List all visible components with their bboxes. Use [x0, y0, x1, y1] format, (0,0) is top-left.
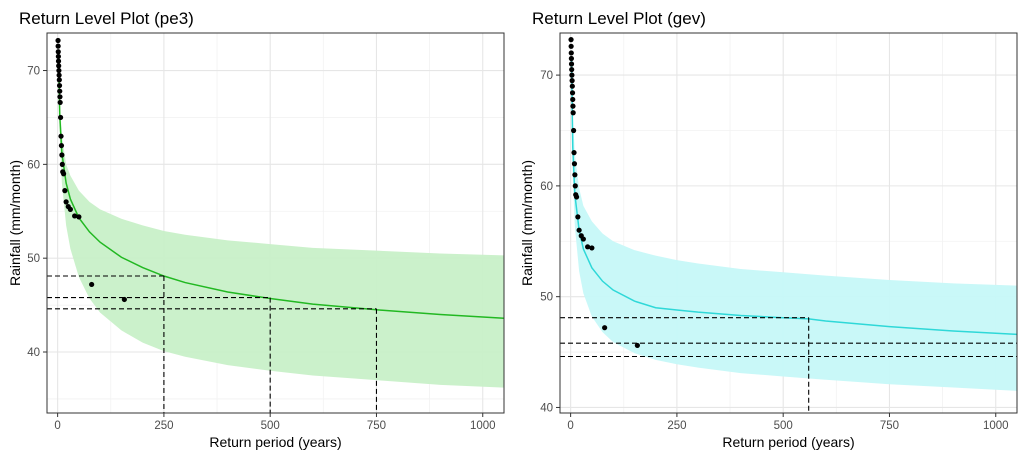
- observed-point: [569, 90, 576, 96]
- observed-point: [59, 152, 65, 158]
- panel-border: [559, 32, 1018, 414]
- observed-point: [56, 67, 62, 74]
- y-tick-label: 40: [27, 347, 40, 359]
- observed-point: [634, 342, 640, 349]
- chart-title: Return Level Plot (gev): [532, 9, 706, 28]
- observed-point: [89, 281, 95, 288]
- x-tick-label: 750: [367, 420, 386, 432]
- x-tick-label: 1000: [470, 420, 496, 432]
- observed-point: [569, 78, 575, 84]
- plot-area: [560, 37, 1017, 413]
- observed-point: [575, 214, 581, 220]
- observed-point: [58, 133, 64, 139]
- observed-point: [55, 37, 61, 44]
- observed-point: [602, 325, 608, 331]
- y-axis-label: Rainfall (mm/month): [519, 160, 535, 286]
- observed-point: [572, 183, 578, 189]
- observed-point: [63, 199, 69, 205]
- x-tick-label: 500: [261, 420, 280, 432]
- chart-title: Return Level Plot (pe3): [19, 9, 194, 28]
- observed-point: [568, 61, 575, 67]
- observed-point: [570, 96, 576, 103]
- observed-point: [572, 172, 578, 178]
- x-tick-label: 250: [667, 420, 686, 432]
- plot-area: [47, 37, 504, 413]
- x-axis-label: Return period (years): [722, 434, 854, 450]
- y-tick-label: 70: [27, 66, 40, 78]
- x-axis-label: Return period (years): [209, 434, 341, 450]
- observed-point: [57, 99, 63, 106]
- observed-point: [571, 127, 577, 134]
- observed-point: [585, 244, 591, 250]
- observed-point: [56, 72, 62, 78]
- observed-point: [55, 43, 61, 49]
- observed-point: [589, 245, 595, 251]
- observed-point: [60, 171, 67, 177]
- observed-point: [568, 37, 574, 43]
- observed-point: [121, 296, 127, 303]
- observed-point: [58, 114, 64, 121]
- chart-gev: Return Level Plot (gev) 0 250 500 750 1000 40 5…: [519, 9, 1018, 450]
- observed-point: [59, 161, 65, 167]
- observed-point: [570, 103, 576, 109]
- x-tick-label: 0: [54, 420, 60, 432]
- observed-point: [72, 213, 78, 219]
- observed-point: [571, 161, 578, 167]
- confidence-band: [58, 42, 504, 388]
- y-axis-label: Rainfall (mm/month): [7, 160, 23, 286]
- x-tick-label: 500: [774, 420, 793, 432]
- observed-point: [576, 227, 582, 233]
- observed-point: [569, 66, 575, 73]
- observed-point: [57, 94, 63, 100]
- y-tick-label: 70: [540, 70, 553, 82]
- confidence-band: [571, 47, 1017, 391]
- x-tick-label: 0: [567, 420, 573, 432]
- observed-point: [57, 88, 63, 94]
- x-tick-label: 250: [154, 420, 173, 432]
- observed-point: [56, 63, 62, 69]
- chart-pe3: Return Level Plot (pe3) 0 250 500 750 1000 40 5…: [7, 9, 505, 450]
- observed-point: [62, 188, 68, 194]
- observed-point: [55, 53, 61, 60]
- y-tick-label: 60: [27, 159, 40, 171]
- panel-border: [46, 32, 505, 414]
- observed-point: [58, 142, 65, 149]
- observed-point: [76, 214, 82, 220]
- observed-point: [571, 150, 577, 156]
- observed-point: [570, 110, 576, 116]
- observed-point: [568, 50, 574, 56]
- observed-point: [568, 55, 574, 62]
- observed-point: [55, 49, 61, 55]
- x-tick-label: 1000: [983, 420, 1009, 432]
- x-tick-label: 750: [880, 420, 899, 432]
- observed-point: [569, 83, 575, 89]
- observed-point: [580, 236, 586, 242]
- y-tick-label: 50: [540, 292, 553, 304]
- y-tick-label: 50: [27, 253, 40, 265]
- observed-point: [568, 43, 574, 49]
- observed-point: [569, 72, 575, 78]
- y-tick-label: 60: [540, 181, 553, 193]
- return-level-curve: [57, 51, 504, 319]
- observed-point: [56, 77, 62, 83]
- observed-point: [56, 82, 63, 89]
- observed-point: [55, 58, 62, 64]
- observed-point: [67, 206, 73, 212]
- y-tick-label: 40: [540, 402, 553, 414]
- observed-point: [573, 194, 580, 200]
